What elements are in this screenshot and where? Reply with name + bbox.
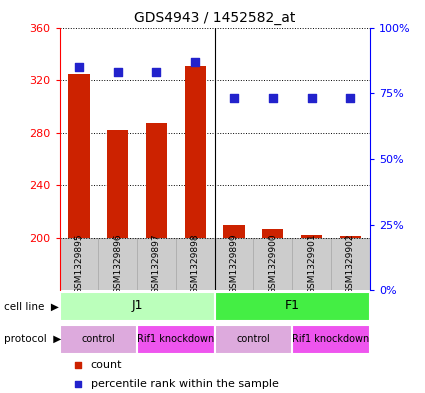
Text: control: control — [82, 334, 115, 343]
Bar — [215, 325, 292, 354]
Text: GSM1329899: GSM1329899 — [230, 234, 238, 294]
Text: cell line  ▶: cell line ▶ — [4, 302, 59, 312]
Text: GSM1329902: GSM1329902 — [346, 234, 355, 294]
Text: count: count — [91, 360, 122, 370]
Point — [269, 95, 276, 102]
Bar — [137, 325, 215, 354]
Point — [231, 95, 238, 102]
Text: GSM1329901: GSM1329901 — [307, 234, 316, 294]
Point — [76, 64, 82, 70]
Text: Rif1 knockdown: Rif1 knockdown — [137, 334, 215, 343]
Text: Rif1 knockdown: Rif1 knockdown — [292, 334, 370, 343]
Bar — [224, 225, 245, 238]
Text: F1: F1 — [285, 299, 300, 312]
Text: GSM1329897: GSM1329897 — [152, 234, 161, 294]
Bar — [60, 325, 137, 354]
Text: GSM1329898: GSM1329898 — [191, 234, 200, 294]
Text: GSM1329895: GSM1329895 — [74, 234, 83, 294]
Bar — [146, 123, 167, 238]
Bar — [292, 325, 370, 354]
Point — [347, 95, 354, 102]
FancyBboxPatch shape — [176, 238, 215, 290]
Bar — [262, 229, 283, 238]
Point — [114, 69, 121, 75]
Point — [192, 59, 198, 65]
FancyBboxPatch shape — [98, 238, 137, 290]
Bar — [68, 73, 90, 238]
FancyBboxPatch shape — [215, 238, 253, 290]
Bar — [215, 292, 370, 321]
Bar — [340, 237, 361, 238]
FancyBboxPatch shape — [137, 238, 176, 290]
FancyBboxPatch shape — [253, 238, 292, 290]
Text: GSM1329896: GSM1329896 — [113, 234, 122, 294]
FancyBboxPatch shape — [60, 238, 98, 290]
Point — [308, 95, 315, 102]
Point — [153, 69, 160, 75]
Point — [75, 380, 82, 387]
Bar — [184, 66, 206, 238]
FancyBboxPatch shape — [292, 238, 331, 290]
Text: percentile rank within the sample: percentile rank within the sample — [91, 378, 278, 389]
Text: GSM1329900: GSM1329900 — [268, 234, 277, 294]
Text: J1: J1 — [131, 299, 143, 312]
Title: GDS4943 / 1452582_at: GDS4943 / 1452582_at — [134, 11, 295, 25]
Point — [75, 362, 82, 368]
Text: control: control — [237, 334, 270, 343]
Bar — [301, 235, 322, 238]
FancyBboxPatch shape — [331, 238, 370, 290]
Bar — [60, 292, 215, 321]
Text: protocol  ▶: protocol ▶ — [4, 334, 62, 344]
Bar — [107, 130, 128, 238]
